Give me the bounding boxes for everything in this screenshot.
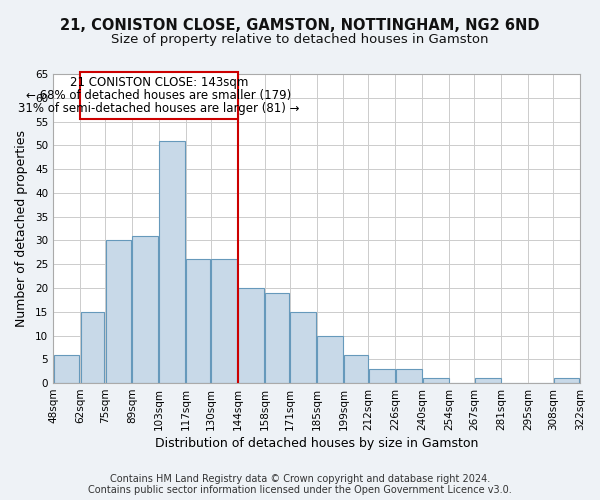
Bar [396,369,422,383]
Bar [423,378,449,383]
Bar [106,240,131,383]
Bar [238,288,264,383]
Bar [187,260,210,383]
Bar [80,312,104,383]
Text: Contains public sector information licensed under the Open Government Licence v3: Contains public sector information licen… [88,485,512,495]
Y-axis label: Number of detached properties: Number of detached properties [15,130,28,327]
Text: 21 CONISTON CLOSE: 143sqm: 21 CONISTON CLOSE: 143sqm [70,76,248,88]
Bar [290,312,316,383]
Text: 31% of semi-detached houses are larger (81) →: 31% of semi-detached houses are larger (… [18,102,299,115]
Bar [211,260,237,383]
Text: Size of property relative to detached houses in Gamston: Size of property relative to detached ho… [111,32,489,46]
Bar [160,140,185,383]
Text: 21, CONISTON CLOSE, GAMSTON, NOTTINGHAM, NG2 6ND: 21, CONISTON CLOSE, GAMSTON, NOTTINGHAM,… [60,18,540,32]
FancyBboxPatch shape [80,72,238,119]
Bar [53,354,79,383]
Bar [554,378,580,383]
Bar [475,378,500,383]
Bar [317,336,343,383]
Bar [133,236,158,383]
X-axis label: Distribution of detached houses by size in Gamston: Distribution of detached houses by size … [155,437,478,450]
Text: Contains HM Land Registry data © Crown copyright and database right 2024.: Contains HM Land Registry data © Crown c… [110,474,490,484]
Bar [265,292,289,383]
Bar [344,354,368,383]
Text: ← 68% of detached houses are smaller (179): ← 68% of detached houses are smaller (17… [26,89,292,102]
Bar [369,369,395,383]
